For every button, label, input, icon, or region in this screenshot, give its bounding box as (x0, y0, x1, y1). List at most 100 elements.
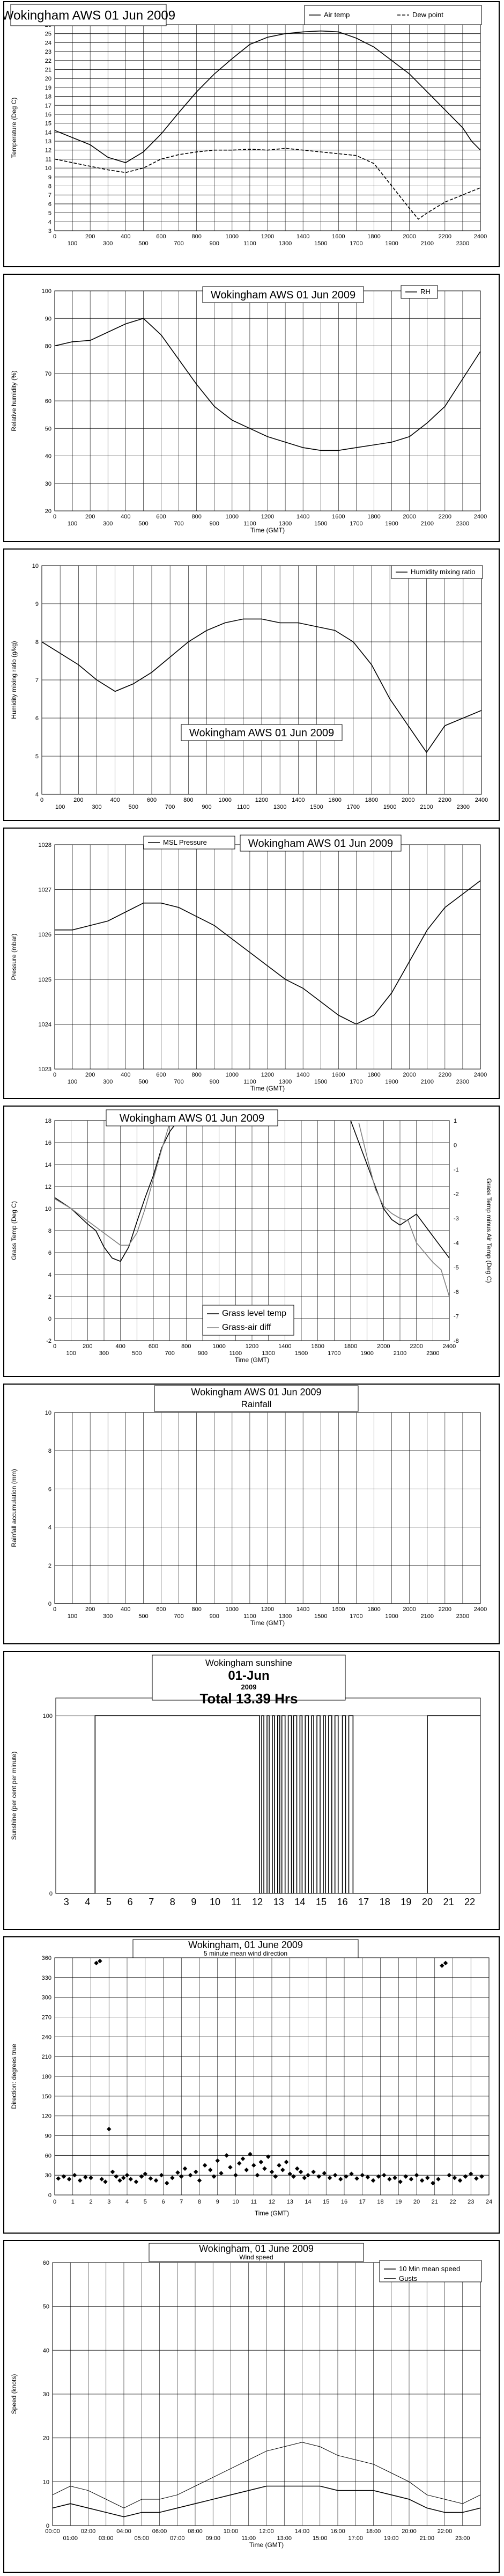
x-tick-label: 200 (85, 514, 95, 520)
x-tick-label: 13:00 (277, 2535, 292, 2542)
data-point (273, 2174, 278, 2179)
y-tick-label: 20 (45, 76, 51, 82)
x-axis-label: Time (GMT) (250, 1619, 285, 1627)
data-point (215, 2158, 220, 2163)
data-point (360, 2172, 365, 2178)
x-tick-label: 2300 (426, 1350, 439, 1357)
data-point (452, 2175, 457, 2180)
legend-box (379, 2260, 482, 2282)
y-tick-label: 10 (43, 2479, 49, 2485)
y-tick-label: 2 (48, 1563, 51, 1569)
x-tick-label: 2200 (439, 1606, 451, 1613)
chart-year: 2009 (241, 1683, 257, 1691)
x-tick-label: 2400 (474, 233, 487, 240)
x-tick-label: 100 (68, 521, 77, 527)
x-tick-label: 2400 (474, 1606, 487, 1613)
x-tick-label: 11:00 (241, 2535, 256, 2542)
x-tick-label: 6 (161, 2199, 165, 2205)
legend-label: Air temp (324, 11, 350, 19)
x-tick-label: 1100 (243, 1079, 256, 1085)
x-tick-label: 700 (174, 1079, 183, 1085)
y-tick-label: 240 (42, 2034, 51, 2040)
x-tick-label: 1000 (226, 233, 239, 240)
data-point (170, 2175, 175, 2180)
y-tick-label: 10 (45, 165, 51, 172)
y-tick-label: 12 (45, 148, 51, 154)
x-tick-label: 1900 (385, 1079, 398, 1085)
x-tick-label: 2200 (410, 1343, 423, 1350)
x-tick-label: 16 (337, 1897, 348, 1907)
x-tick-label: 100 (68, 1613, 77, 1620)
x-tick-label: 800 (191, 1072, 201, 1078)
x-tick-label: 800 (191, 1606, 201, 1613)
y-tick-label: 1024 (39, 1021, 51, 1028)
data-point (103, 2179, 108, 2184)
x-tick-label: 200 (85, 1072, 95, 1078)
x-tick-label: 700 (174, 240, 183, 247)
y-tick-label: 100 (42, 288, 51, 295)
x-tick-label: 2000 (403, 1072, 416, 1078)
y-tick-label: 7 (35, 677, 39, 684)
data-point (228, 2165, 233, 2170)
x-tick-label: 1400 (297, 514, 309, 520)
title-box (181, 724, 343, 741)
x-tick-label: 12 (252, 1897, 263, 1907)
series-grass-level-temp (55, 1121, 179, 1262)
data-point (248, 2151, 253, 2157)
y-tick-label: 60 (45, 398, 51, 405)
x-tick-label: 300 (103, 1613, 113, 1620)
x-tick-label: 1800 (344, 1343, 357, 1350)
x-tick-label: 500 (138, 521, 148, 527)
x-tick-label: 0 (53, 1606, 56, 1613)
x-tick-label: 2100 (394, 1350, 406, 1357)
y-tick-label: 1023 (39, 1066, 51, 1073)
y-tick-label: 21 (45, 67, 51, 73)
x-tick-label: 1100 (243, 240, 256, 247)
x-axis-label: Time (GMT) (250, 526, 285, 534)
x-tick-label: 11 (231, 1897, 241, 1907)
data-point (376, 2174, 381, 2179)
x-tick-label: 900 (210, 521, 219, 527)
x-tick-label: 05:00 (134, 2535, 149, 2542)
y-tick-label: 80 (45, 343, 51, 350)
x-tick-label: 1500 (314, 521, 327, 527)
x-tick-label: 1600 (328, 797, 341, 803)
x-tick-label: 700 (174, 1613, 183, 1620)
x-tick-label: 300 (92, 804, 101, 810)
x-tick-label: 500 (129, 804, 138, 810)
x-tick-label: 1700 (347, 804, 360, 810)
data-point (83, 2175, 88, 2180)
y-tick-label: 6 (48, 1486, 51, 1492)
x-tick-label: 00:00 (45, 2528, 60, 2535)
x-tick-label: 1100 (237, 804, 250, 810)
x-tick-label: 2100 (421, 240, 434, 247)
data-point (179, 2174, 184, 2179)
y-tick-label: 8 (48, 1228, 51, 1234)
y-tick-label: 1028 (39, 842, 51, 848)
y-tick-label: 0 (46, 2523, 49, 2529)
y-axis-label: Temperature (Deg C) (10, 98, 18, 158)
x-tick-label: 7 (149, 1897, 154, 1907)
y-tick-label: 14 (45, 129, 51, 136)
data-point (414, 2172, 419, 2178)
x-tick-label: 10 (232, 2199, 239, 2205)
data-point (219, 2171, 224, 2176)
data-point (443, 1960, 448, 1966)
data-point (114, 2174, 118, 2179)
x-tick-label: 2100 (420, 804, 433, 810)
x-tick-label: 22:00 (438, 2528, 453, 2535)
y-tick-label: 90 (45, 2133, 51, 2140)
data-point (354, 2176, 359, 2181)
x-tick-label: 1400 (297, 1072, 309, 1078)
data-point (197, 2178, 202, 2183)
chart-title: Wokingham AWS 01 Jun 2009 (189, 727, 334, 739)
data-point (387, 2177, 392, 2182)
y-tick-label: 20 (45, 508, 51, 515)
y-tick-label: 0 (48, 2192, 51, 2199)
data-point (110, 2169, 115, 2175)
x-axis-label: Time (GMT) (235, 1356, 269, 1364)
x-tick-label: 300 (103, 521, 113, 527)
series-grass-air-diff (55, 1123, 171, 1246)
